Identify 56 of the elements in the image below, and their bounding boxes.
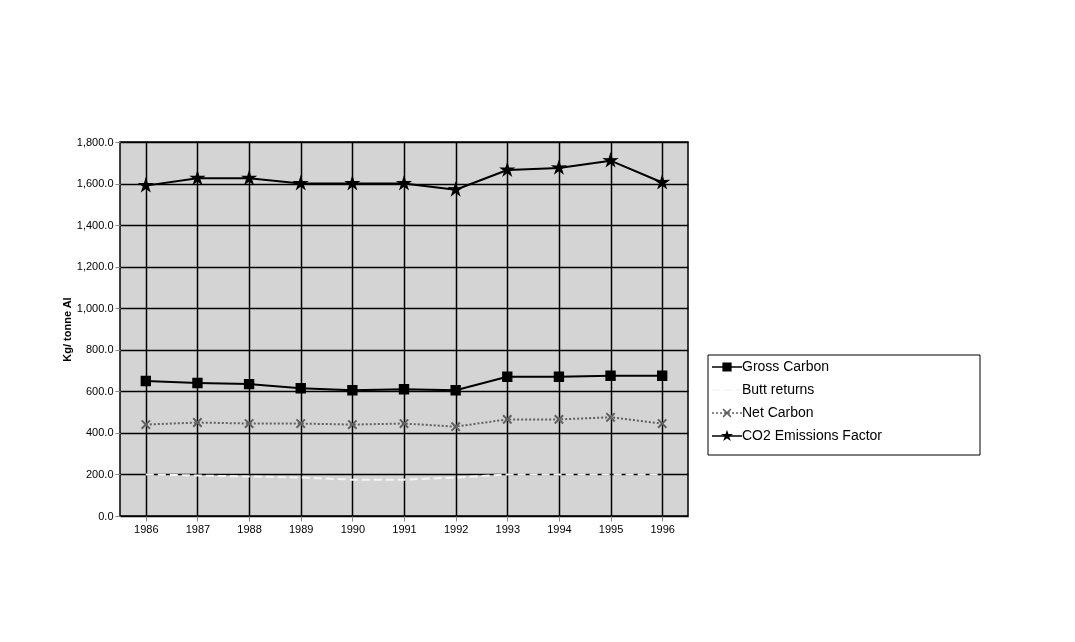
point	[657, 370, 668, 381]
point	[450, 385, 461, 396]
point	[344, 176, 361, 191]
y-tick-label: 800.0	[85, 343, 114, 356]
point	[502, 414, 513, 425]
point	[192, 417, 203, 428]
point	[447, 181, 464, 197]
point	[347, 385, 358, 396]
x-tick-label: 1987	[185, 522, 211, 535]
legend-label: Butt returns	[742, 381, 815, 397]
legend-label: Net Carbon	[742, 404, 814, 420]
x-tick-label: 1990	[340, 522, 366, 535]
x-tick-label: 1988	[237, 522, 262, 535]
point	[398, 384, 410, 395]
y-tick-label: 1,600.0	[76, 177, 114, 190]
x-tick-label: 1992	[443, 522, 469, 535]
y-tick-label: 400.0	[85, 426, 114, 439]
point	[295, 418, 306, 429]
x-tick-label: 1993	[495, 522, 521, 535]
point	[295, 383, 306, 394]
y-tick-label: 0.0	[98, 509, 114, 522]
x-tick-label: 1996	[650, 522, 675, 535]
legend-label: Gross Carbon	[742, 358, 830, 374]
y-tick-label: 1,200.0	[76, 260, 114, 273]
y-tick-label: 600.0	[85, 384, 114, 397]
point	[654, 175, 671, 190]
point	[450, 421, 461, 432]
point	[551, 159, 567, 175]
point	[243, 378, 255, 390]
point	[347, 419, 358, 430]
x-tick-label: 1995	[598, 522, 624, 535]
point	[140, 375, 151, 387]
x-tick-label: 1991	[392, 522, 417, 535]
point	[502, 371, 513, 382]
legend-label: CO2 Emissions Factor	[742, 427, 883, 443]
x-tick-label: 1986	[134, 522, 159, 535]
point	[292, 175, 309, 191]
point	[189, 171, 206, 184]
point	[398, 418, 410, 429]
point	[192, 377, 203, 389]
x-tick-label: 1989	[288, 522, 314, 535]
point	[553, 414, 565, 425]
y-tick-label: 1,000.0	[76, 301, 114, 314]
point	[605, 370, 616, 381]
point	[602, 152, 619, 168]
point	[553, 371, 565, 382]
x-tick-label: 1994	[547, 522, 572, 535]
point	[140, 419, 151, 430]
point	[499, 162, 516, 177]
point	[243, 418, 255, 429]
point	[605, 412, 616, 423]
y-axis-title: Kg/ tonne Al	[60, 297, 73, 362]
point	[657, 418, 668, 429]
y-tick-label: 1,400.0	[76, 218, 114, 231]
y-tick-label: 200.0	[85, 467, 114, 480]
y-tick-label: 1,800.0	[76, 135, 114, 148]
